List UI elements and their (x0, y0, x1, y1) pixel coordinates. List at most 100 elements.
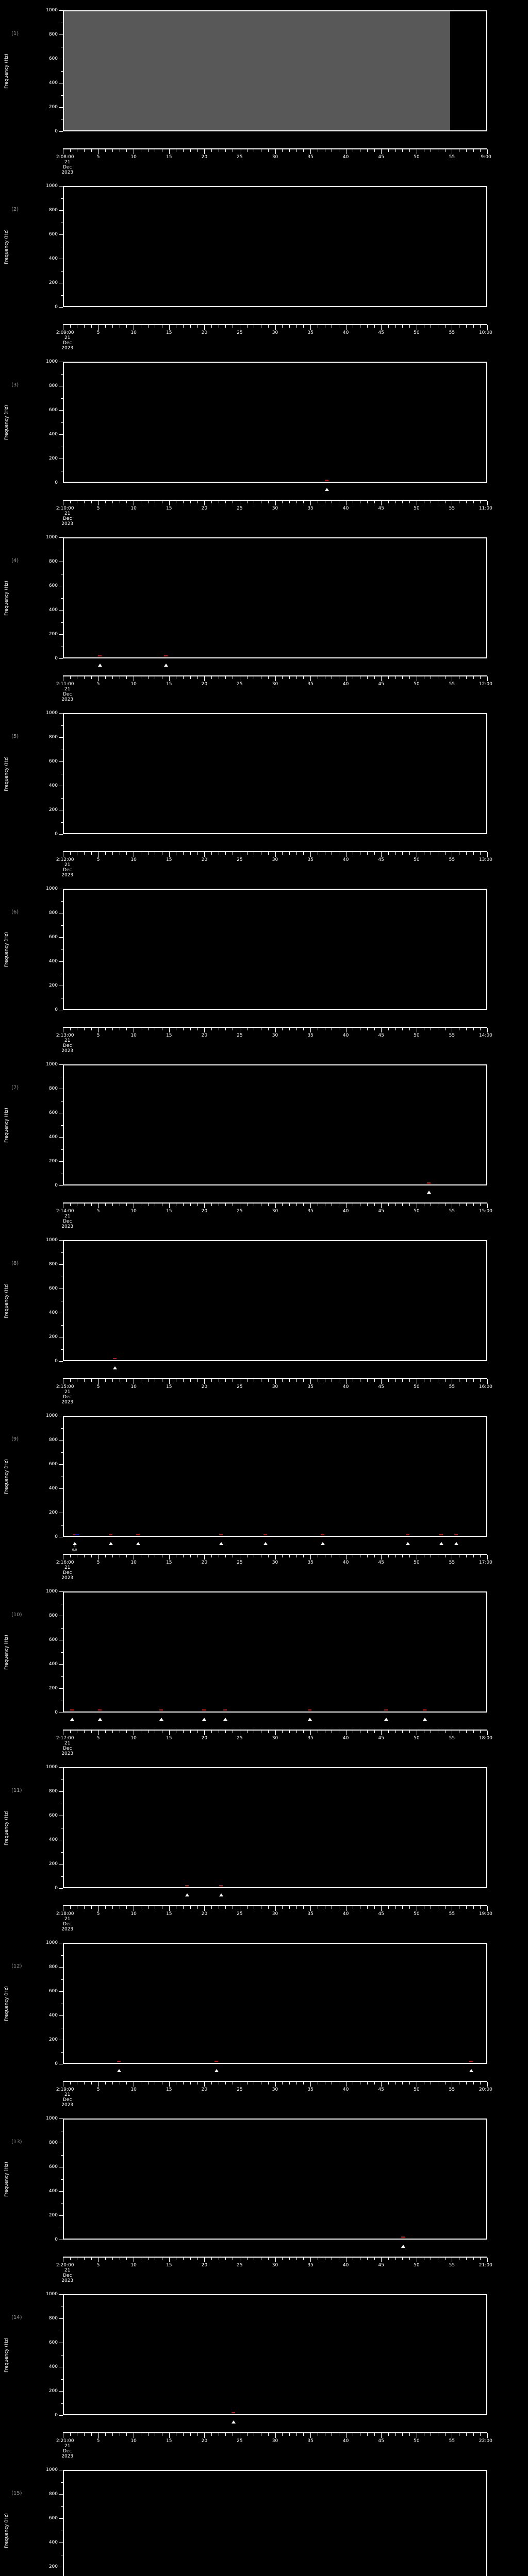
x-tick (402, 501, 403, 503)
x-tick-label: 35 (307, 2438, 314, 2444)
panel-index: (14) (11, 2315, 22, 2320)
x-tick (84, 2082, 85, 2084)
x-tick (374, 852, 375, 855)
x-tick (204, 676, 205, 681)
y-tick-label: 600 (48, 1989, 58, 1994)
x-tick (190, 501, 191, 503)
plot-frame-top (63, 1240, 487, 1241)
y-tick-minor (61, 2379, 63, 2380)
x-tick-label: 5 (96, 857, 100, 862)
x-tick (268, 325, 269, 328)
x-axis-line (63, 324, 487, 325)
x-tick (204, 2082, 205, 2087)
y-axis-title-text: Frequency (Hz) (4, 404, 9, 440)
plot-frame-top (63, 1416, 487, 1417)
x-tick-label: 40 (342, 1033, 349, 1038)
x-tick-label: 25 (237, 1560, 243, 1565)
x-tick (268, 1028, 269, 1030)
y-tick-minor (61, 1955, 63, 1956)
y-tick-label: 200 (48, 2388, 58, 2394)
x-axis-line (63, 1554, 487, 1555)
x-tick (310, 1379, 311, 1384)
y-axis-title-text: Frequency (Hz) (4, 2337, 9, 2372)
p-pick-marker (108, 1534, 112, 1535)
x-tick (197, 1379, 198, 1382)
x-tick (409, 2258, 410, 2260)
y-axis-title: Frequency (Hz) (3, 362, 10, 483)
x-tick-label: 40 (342, 1560, 349, 1565)
x-tick-label-end: 14:00 (478, 1033, 492, 1038)
x-tick (183, 2433, 184, 2436)
x-tick (487, 676, 488, 681)
x-tick (487, 2082, 488, 2087)
y-tick-label: 400 (48, 783, 58, 788)
x-tick-label: 10 (130, 330, 137, 335)
x-tick (211, 501, 212, 503)
x-tick-label: 20 (201, 330, 208, 335)
x-tick (487, 1555, 488, 1560)
x-tick (282, 676, 283, 679)
y-tick-label: 400 (48, 607, 58, 613)
x-tick (388, 2433, 389, 2436)
x-tick (282, 1028, 283, 1030)
x-tick (246, 1555, 248, 1557)
event-triangle-marker (308, 1718, 312, 1721)
y-tick-label: 1000 (46, 8, 58, 13)
x-tick-label: 45 (378, 2087, 384, 2092)
x-axis: 2:10:00 5 10 15 20 25 30 35 40 45 50 55 11:00 21 Dec 20… (56, 500, 492, 527)
x-tick (204, 2433, 205, 2438)
x-tick (473, 501, 474, 503)
y-tick-label: 600 (48, 1813, 58, 1818)
y-tick-label: 400 (48, 1486, 58, 1491)
x-tick (381, 1028, 382, 1032)
x-tick (112, 852, 113, 855)
x-tick (374, 676, 375, 679)
x-tick (367, 1028, 368, 1030)
x-tick-label: 10 (130, 1033, 137, 1038)
x-tick (105, 501, 106, 503)
x-tick (98, 2433, 99, 2438)
y-tick-minor (61, 2506, 63, 2507)
x-axis-line (63, 500, 487, 501)
y-tick-major (59, 2191, 63, 2192)
x-axis-line (63, 675, 487, 676)
x-tick (473, 325, 474, 328)
y-tick-label: 400 (48, 1134, 58, 1140)
x-tick (487, 2258, 488, 2262)
x-tick (112, 1555, 113, 1557)
panel-index: (9) (11, 1436, 19, 1442)
x-tick (98, 1555, 99, 1560)
x-tick-label: 20 (201, 2263, 208, 2268)
x-tick (374, 501, 375, 503)
x-tick (296, 2258, 297, 2260)
x-tick (388, 325, 389, 328)
y-tick-label: 400 (48, 432, 58, 437)
x-tick (275, 1731, 276, 1735)
x-tick (211, 1028, 212, 1030)
x-tick-label-end: 15:00 (478, 1209, 492, 1214)
x-tick-label: 10 (130, 1560, 137, 1565)
x-tick (303, 149, 304, 152)
y-tick-label: 0 (55, 1183, 58, 1188)
x-tick (473, 2082, 474, 2084)
x-tick (388, 852, 389, 855)
x-tick (466, 1028, 467, 1030)
x-tick (204, 852, 205, 857)
x-tick (225, 1204, 226, 1206)
x-tick (91, 1028, 92, 1030)
x-tick (409, 325, 410, 328)
x-tick (282, 1379, 283, 1382)
x-axis: 2:16:00 5 10 15 20 25 30 35 40 45 50 55 17:00 21 Dec 20… (56, 1554, 492, 1581)
x-tick (211, 2433, 212, 2436)
x-tick-label: 35 (307, 1736, 314, 1741)
x-tick (282, 2433, 283, 2436)
x-tick (225, 2258, 226, 2260)
y-tick-label: 0 (55, 2237, 58, 2242)
y-tick-label: 600 (48, 1110, 58, 1115)
x-tick (70, 501, 71, 503)
plot-frame-bot (63, 2063, 487, 2064)
x-tick-label: 10 (130, 506, 137, 511)
p-pick-marker (308, 1709, 312, 1710)
